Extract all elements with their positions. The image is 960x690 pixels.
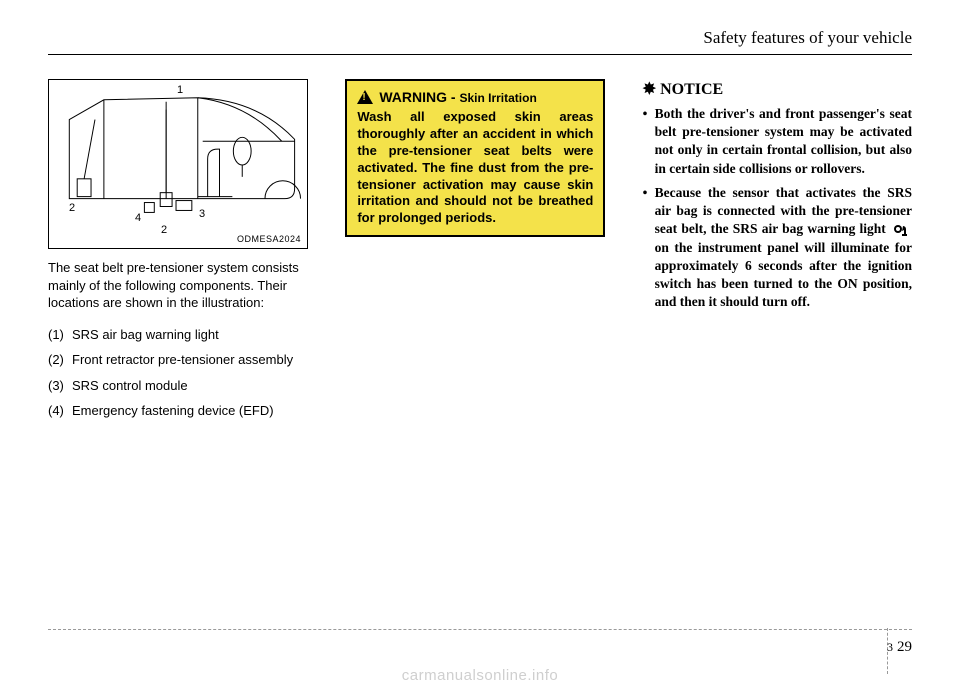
column-left: 1 2 3 4 2 ODMESA2024 The seat belt pre-t… [48,79,317,428]
chapter-title: Safety features of your vehicle [48,28,912,54]
notice-list: • Both the driver's and front pas­senger… [643,105,912,311]
column-middle: WARNING - Skin Irritation Wash all expos… [345,79,614,428]
list-text: Front retractor pre-tensioner assembly [72,351,293,369]
car-diagram-svg [49,80,307,248]
notice-text: Both the driver's and front pas­senger's… [655,105,912,178]
list-text: SRS control module [72,377,188,395]
notice-item: • Because the sensor that activates the … [643,184,912,312]
callout-2b: 2 [161,224,167,236]
list-num: (1) [48,326,72,344]
warning-box: WARNING - Skin Irritation Wash all expos… [345,79,605,237]
section-number: 3 [887,640,893,655]
list-text: SRS air bag warning light [72,326,219,344]
list-item: (4) Emergency fastening device (EFD) [48,402,317,420]
notice-symbol: ✸ [643,81,656,98]
intro-paragraph: The seat belt pre-tensioner system consi… [48,259,317,312]
callout-1: 1 [177,84,183,96]
warning-label: WARNING - [379,89,455,105]
list-item: (3) SRS control module [48,377,317,395]
component-list: (1) SRS air bag warning light (2) Front … [48,326,317,420]
callout-4: 4 [135,212,141,224]
callout-2a: 2 [69,202,75,214]
content-columns: 1 2 3 4 2 ODMESA2024 The seat belt pre-t… [48,79,912,428]
page-number-value: 29 [897,639,912,656]
airbag-warning-icon [892,223,910,237]
list-item: (1) SRS air bag warning light [48,326,317,344]
figure-code: ODMESA2024 [237,234,301,244]
warning-title: WARNING - Skin Irritation [357,89,593,105]
list-num: (2) [48,351,72,369]
header-rule [48,54,912,55]
notice-item: • Both the driver's and front pas­senger… [643,105,912,178]
notice-text: Because the sensor that activates the SR… [655,184,912,312]
notice-heading: ✸ NOTICE [643,79,912,99]
notice-title-text: NOTICE [660,81,723,98]
warning-subtitle: Skin Irritation [459,91,536,105]
callout-3: 3 [199,208,205,220]
page-number: 3 29 [887,639,912,656]
page: Safety features of your vehicle [0,0,960,690]
column-right: ✸ NOTICE • Both the driver's and front p… [643,79,912,428]
watermark: carmanualsonline.info [0,667,960,684]
list-item: (2) Front retractor pre-tensioner assemb… [48,351,317,369]
bullet-icon: • [643,184,655,312]
list-num: (3) [48,377,72,395]
bullet-icon: • [643,105,655,178]
warning-body: Wash all exposed skin areas thoroughly a… [357,109,593,227]
list-text: Emergency fastening device (EFD) [72,402,274,420]
footer-rule [48,629,912,630]
diagram-figure: 1 2 3 4 2 ODMESA2024 [48,79,308,249]
list-num: (4) [48,402,72,420]
warning-triangle-icon [357,90,373,104]
